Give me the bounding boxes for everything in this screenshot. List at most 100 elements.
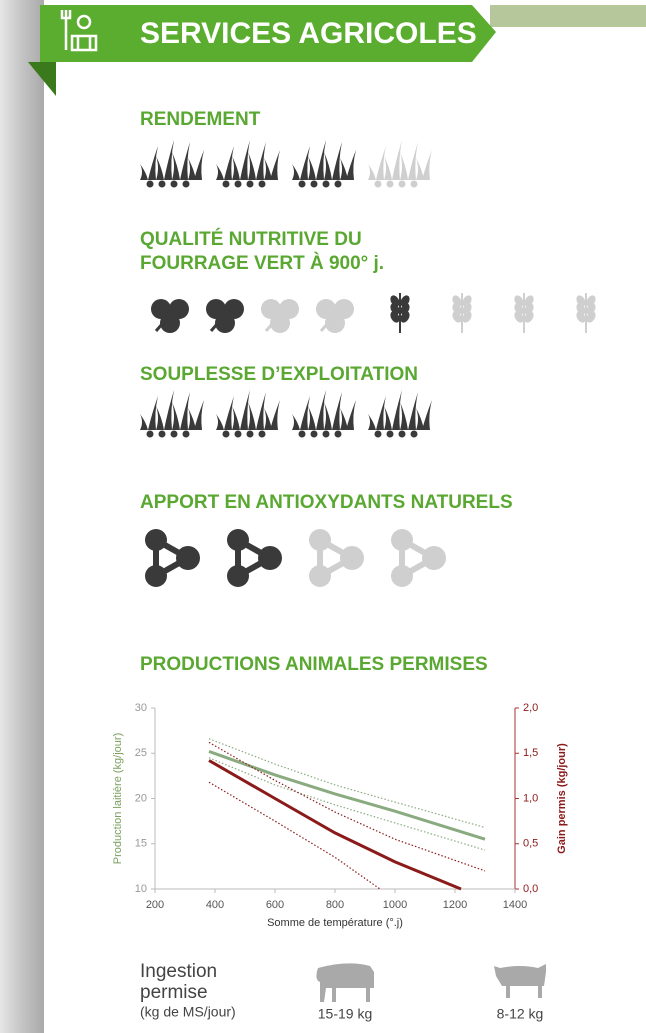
line (209, 760, 461, 889)
pebble (387, 181, 394, 188)
atom (176, 546, 200, 570)
pebble (159, 431, 166, 438)
pebble (299, 181, 306, 188)
pebble (247, 431, 254, 438)
x-tick-label: 600 (266, 899, 284, 911)
pebble (235, 431, 242, 438)
wheat-icon (451, 293, 474, 333)
atom (391, 565, 413, 587)
wheat-icon (575, 293, 598, 333)
section-title: FOURRAGE VERT À 900° j. (140, 252, 384, 274)
pebble (147, 431, 154, 438)
grass-blades (368, 390, 432, 430)
y2-tick-label: 1,5 (523, 747, 538, 759)
grass-icon (292, 390, 356, 438)
atom (422, 546, 446, 570)
grass-blades (140, 390, 204, 430)
pebble (399, 431, 406, 438)
section-title: RENDEMENT (140, 109, 261, 130)
pebble (171, 431, 178, 438)
beef-cattle-icon (494, 964, 546, 998)
pebble (311, 431, 318, 438)
line (209, 758, 485, 850)
pebble (183, 431, 190, 438)
grass-blades (292, 140, 356, 180)
grass-icon (140, 390, 204, 438)
grass-photo (490, 5, 646, 27)
pebble (323, 431, 330, 438)
pebble (387, 431, 394, 438)
atom (309, 529, 331, 551)
y2-tick-label: 0,5 (523, 838, 538, 850)
section-title: APPORT EN ANTIOXYDANTS NATURELS (140, 492, 513, 513)
pebble (183, 181, 190, 188)
pebble (223, 431, 230, 438)
pebble (335, 181, 342, 188)
pebble (259, 181, 266, 188)
atom (227, 565, 249, 587)
grass-blades (140, 140, 204, 180)
grass-blades (216, 390, 280, 430)
atom (391, 529, 413, 551)
y-tick-label: 20 (135, 792, 147, 804)
x-tick-label: 400 (206, 899, 224, 911)
section-title: QUALITÉ NUTRITIVE DU (140, 228, 362, 250)
atom (309, 565, 331, 587)
molecule-icon (309, 529, 364, 587)
x-tick-label: 200 (146, 899, 164, 911)
pebble (147, 181, 154, 188)
molecule-icon (391, 529, 446, 587)
grass-icon (368, 390, 432, 438)
wheat-icon (389, 293, 412, 333)
line (209, 751, 485, 839)
header-title: SERVICES AGRICOLES (140, 17, 477, 50)
grass-icon (216, 140, 280, 188)
dairy-cow-icon (316, 963, 374, 1002)
pebble (335, 431, 342, 438)
amount: 8-12 kg (497, 1006, 544, 1022)
x-tick-label: 1000 (383, 899, 407, 911)
y-tick-label: 10 (135, 883, 147, 895)
grass-icon (216, 390, 280, 438)
pebble (159, 181, 166, 188)
molecule-icon (145, 529, 200, 587)
x-axis-label: Somme de température (°.j) (267, 917, 403, 929)
clover-icon (206, 299, 244, 333)
molecule-icon (227, 529, 282, 587)
atom (145, 529, 167, 551)
pebble (299, 431, 306, 438)
x-tick-label: 1200 (443, 899, 467, 911)
clover-icon (151, 299, 189, 333)
y2-axis-label: Gain permis (kg/jour) (556, 743, 568, 854)
wheat-icon (513, 293, 536, 333)
y-axis-label: Production laitière (kg/jour) (112, 733, 124, 864)
grass-icon (292, 140, 356, 188)
chart: 10 15 20 25 30 0,0 0,5 1,0 1,5 2,0 200 400 600 800 100… (112, 702, 568, 929)
ingestion-label: Ingestion (140, 961, 217, 982)
ingestion-unit: (kg de MS/jour) (140, 1004, 236, 1020)
pebble (375, 431, 382, 438)
page: SERVICES AGRICOLES RENDEMENT QUALITÉ NUTR… (0, 0, 646, 1033)
y2-tick-label: 2,0 (523, 702, 538, 714)
grass-icon (368, 140, 432, 188)
pebble (171, 181, 178, 188)
y-tick-label: 30 (135, 702, 147, 714)
grass-blades (216, 140, 280, 180)
side-strip (0, 0, 44, 1033)
y2-tick-label: 1,0 (523, 792, 538, 804)
grass-icon (140, 140, 204, 188)
y2-tick-label: 0,0 (523, 883, 538, 895)
pebble (223, 181, 230, 188)
ingestion-label: permise (140, 982, 208, 1003)
pebble (375, 181, 382, 188)
y-tick-label: 15 (135, 838, 147, 850)
pebble (259, 431, 266, 438)
y-tick-label: 25 (135, 747, 147, 759)
clover-icon (261, 299, 299, 333)
x-tick-label: 800 (326, 899, 344, 911)
x-tick-label: 1400 (503, 899, 527, 911)
line (209, 742, 485, 871)
section-title: SOUPLESSE D’EXPLOITATION (140, 364, 418, 385)
pebble (311, 181, 318, 188)
